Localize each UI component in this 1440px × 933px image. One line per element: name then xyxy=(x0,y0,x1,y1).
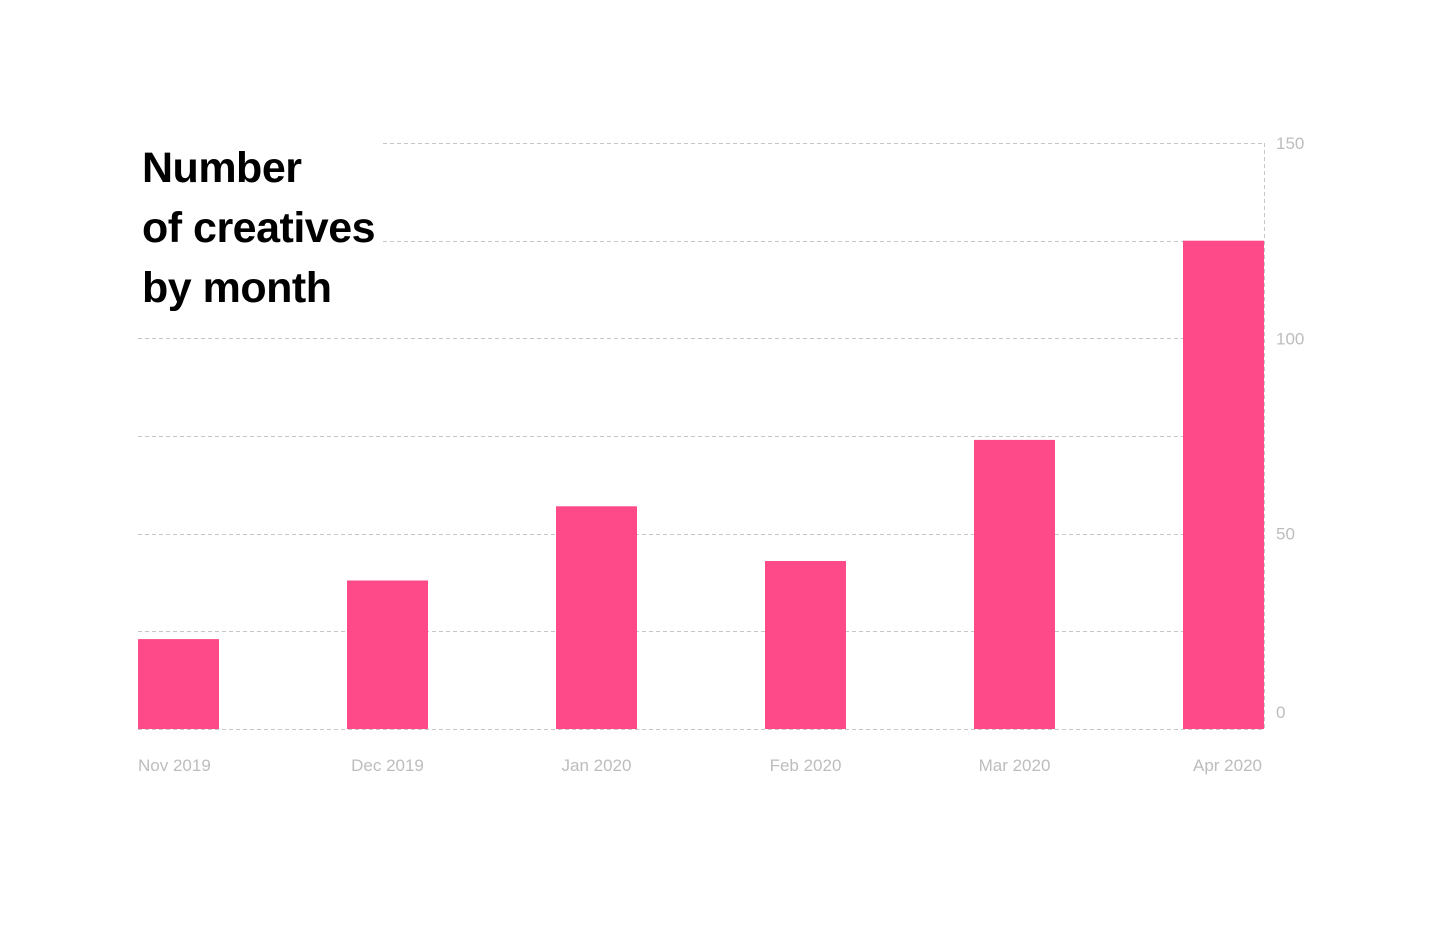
y-tick-label: 100 xyxy=(1276,329,1304,348)
chart-title-line-1: Number xyxy=(142,144,302,192)
bars xyxy=(138,240,1264,729)
bar xyxy=(347,580,428,729)
bar xyxy=(974,439,1055,729)
x-tick-label: Dec 2019 xyxy=(351,756,424,775)
x-tick-label: Mar 2020 xyxy=(979,756,1051,775)
chart-title-line-2: of creatives xyxy=(142,204,376,252)
y-tick-label: 150 xyxy=(1276,134,1304,153)
y-tick-label: 50 xyxy=(1276,525,1295,544)
gridlines xyxy=(138,143,1265,730)
bar xyxy=(556,506,637,729)
x-tick-label: Feb 2020 xyxy=(770,756,842,775)
x-axis-ticks: Nov 2019 Dec 2019 Jan 2020 Feb 2020 Mar 2020… xyxy=(138,756,1262,775)
bar xyxy=(138,639,219,729)
x-tick-label: Apr 2020 xyxy=(1193,756,1262,775)
bar xyxy=(1183,240,1264,729)
chart-title: Number of creatives by month xyxy=(136,138,384,318)
x-tick-label: Nov 2019 xyxy=(138,756,211,775)
bar xyxy=(765,561,846,729)
y-tick-label: 0 xyxy=(1276,703,1285,722)
chart-title-line-3: by month xyxy=(142,264,332,312)
x-tick-label: Jan 2020 xyxy=(562,756,632,775)
y-axis-ticks: 0 50 100 150 xyxy=(1276,134,1304,722)
